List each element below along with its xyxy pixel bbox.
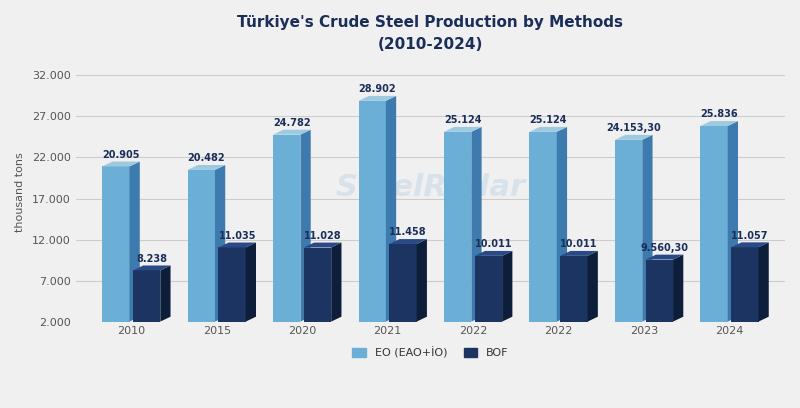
- Text: SteelRadar: SteelRadar: [335, 173, 526, 202]
- Text: 25.836: 25.836: [700, 109, 738, 120]
- Polygon shape: [358, 96, 396, 101]
- Legend: EO (EAO+İO), BOF: EO (EAO+İO), BOF: [348, 342, 513, 363]
- Polygon shape: [587, 251, 598, 322]
- Polygon shape: [301, 130, 310, 322]
- Text: 10.011: 10.011: [475, 239, 512, 249]
- Text: 11.028: 11.028: [304, 231, 342, 241]
- Polygon shape: [273, 130, 310, 135]
- Title: Türkiye's Crude Steel Production by Methods
(2010-2024): Türkiye's Crude Steel Production by Meth…: [238, 15, 623, 52]
- Polygon shape: [215, 165, 226, 322]
- Polygon shape: [130, 162, 140, 322]
- FancyBboxPatch shape: [700, 126, 728, 322]
- Polygon shape: [673, 255, 683, 322]
- FancyBboxPatch shape: [358, 101, 386, 322]
- Polygon shape: [390, 239, 427, 244]
- Polygon shape: [444, 127, 482, 132]
- FancyBboxPatch shape: [560, 256, 587, 322]
- Text: 28.902: 28.902: [358, 84, 396, 94]
- Text: 25.124: 25.124: [444, 115, 482, 125]
- Polygon shape: [530, 127, 567, 132]
- Text: 25.124: 25.124: [530, 115, 567, 125]
- Text: 11.458: 11.458: [390, 227, 427, 237]
- Polygon shape: [417, 239, 427, 322]
- Polygon shape: [731, 242, 769, 247]
- FancyBboxPatch shape: [615, 140, 642, 322]
- Polygon shape: [471, 127, 482, 322]
- Text: 11.057: 11.057: [731, 231, 769, 241]
- Polygon shape: [188, 165, 226, 170]
- Text: 10.011: 10.011: [560, 239, 598, 249]
- Polygon shape: [474, 251, 512, 256]
- Polygon shape: [246, 242, 256, 322]
- FancyBboxPatch shape: [530, 132, 557, 322]
- Polygon shape: [102, 162, 140, 166]
- FancyBboxPatch shape: [188, 170, 215, 322]
- Text: 8.238: 8.238: [136, 254, 167, 264]
- Polygon shape: [646, 255, 683, 259]
- Text: 20.905: 20.905: [102, 150, 140, 160]
- Polygon shape: [133, 266, 170, 271]
- FancyBboxPatch shape: [273, 135, 301, 322]
- Polygon shape: [700, 121, 738, 126]
- Polygon shape: [758, 242, 769, 322]
- Polygon shape: [304, 243, 342, 248]
- Polygon shape: [642, 135, 653, 322]
- Polygon shape: [386, 96, 396, 322]
- Y-axis label: thousand tons: thousand tons: [15, 153, 25, 232]
- FancyBboxPatch shape: [304, 248, 331, 322]
- FancyBboxPatch shape: [133, 271, 160, 322]
- Polygon shape: [615, 135, 653, 140]
- Text: 11.035: 11.035: [218, 231, 256, 241]
- FancyBboxPatch shape: [731, 247, 758, 322]
- Polygon shape: [218, 242, 256, 248]
- Polygon shape: [557, 127, 567, 322]
- Polygon shape: [160, 266, 170, 322]
- Polygon shape: [502, 251, 512, 322]
- FancyBboxPatch shape: [646, 259, 673, 322]
- Text: 24.153,30: 24.153,30: [606, 123, 661, 133]
- FancyBboxPatch shape: [102, 166, 130, 322]
- FancyBboxPatch shape: [444, 132, 471, 322]
- Text: 24.782: 24.782: [273, 118, 310, 128]
- Text: 9.560,30: 9.560,30: [641, 243, 689, 253]
- Polygon shape: [331, 243, 342, 322]
- FancyBboxPatch shape: [390, 244, 417, 322]
- Polygon shape: [728, 121, 738, 322]
- FancyBboxPatch shape: [218, 248, 246, 322]
- Text: 20.482: 20.482: [188, 153, 226, 163]
- FancyBboxPatch shape: [474, 256, 502, 322]
- Polygon shape: [560, 251, 598, 256]
